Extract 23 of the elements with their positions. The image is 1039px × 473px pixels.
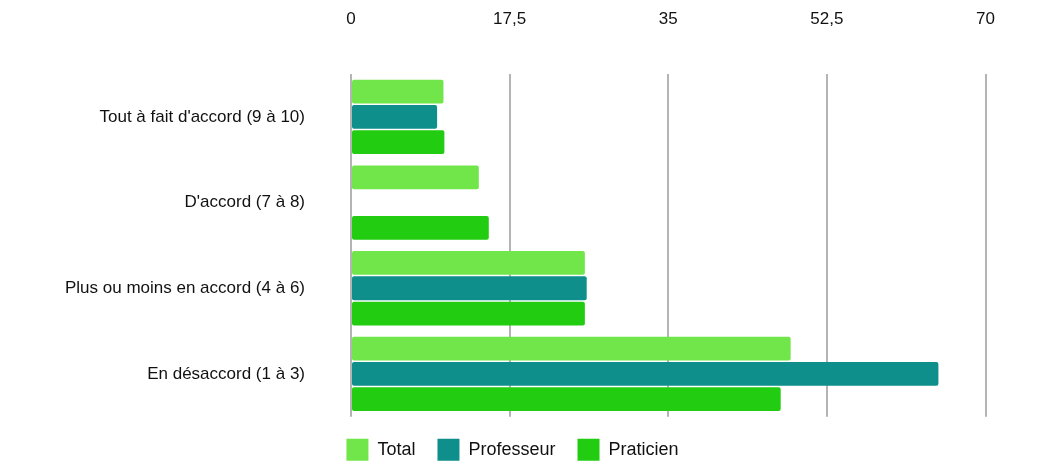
y-tick-label: En désaccord (1 à 3)	[147, 363, 305, 383]
bar	[352, 215, 489, 240]
bar	[352, 165, 479, 190]
bar	[352, 301, 585, 326]
bar	[352, 251, 585, 275]
bar	[352, 336, 791, 361]
y-tick-label: Plus ou moins en accord (4 à 6)	[64, 277, 305, 297]
y-tick-label: D'accord (7 à 8)	[184, 192, 305, 212]
x-tick-label: 0	[346, 9, 356, 29]
legend-label: Total	[377, 438, 416, 459]
bar	[352, 362, 939, 386]
bar	[352, 387, 781, 412]
y-tick-label: Tout à fait d'accord (9 à 10)	[99, 106, 305, 126]
x-tick-label: 17,5	[493, 9, 527, 29]
bar	[352, 104, 438, 129]
bar	[352, 276, 587, 301]
x-tick-label: 52,5	[810, 9, 844, 29]
bar	[352, 130, 445, 155]
legend-label: Professeur	[468, 438, 556, 459]
bar	[352, 79, 444, 104]
x-tick-label: 35	[658, 9, 678, 29]
legend-label: Praticien	[608, 438, 679, 459]
x-tick-label: 70	[976, 9, 996, 29]
